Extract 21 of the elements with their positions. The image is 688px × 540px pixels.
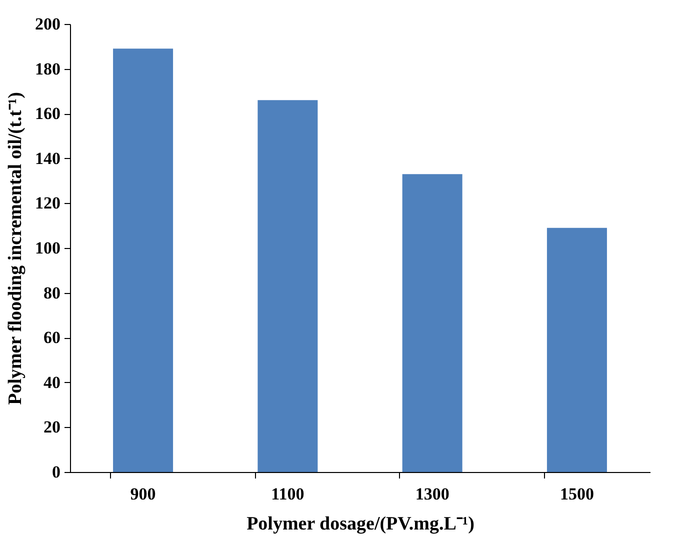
y-tick-label: 120 — [35, 194, 60, 213]
bar — [113, 48, 174, 472]
y-tick-label: 180 — [35, 59, 60, 78]
x-tick-label: 1100 — [271, 484, 304, 504]
y-axis-title: Polymer flooding incremental oil/(t.t⁻¹) — [5, 92, 26, 405]
x-tick-label: 1500 — [560, 484, 594, 504]
y-tick-label: 60 — [44, 328, 60, 348]
x-axis-title: Polymer dosage/(PV.mg.L⁻¹) — [246, 514, 474, 534]
y-tick-label: 80 — [44, 283, 60, 302]
y-tick-label: 40 — [44, 372, 60, 392]
y-tick-label: 20 — [44, 418, 60, 437]
x-tick-label: 900 — [130, 484, 156, 504]
bar — [258, 100, 318, 472]
y-tick-label: 100 — [35, 238, 60, 258]
y-tick-label: 160 — [35, 104, 60, 124]
x-tick-label: 1300 — [415, 484, 450, 504]
y-tick-label: 0 — [52, 462, 60, 482]
y-tick-label: 140 — [35, 148, 60, 168]
bar — [546, 228, 607, 472]
y-tick-label: 200 — [35, 14, 60, 34]
bar — [402, 174, 462, 472]
